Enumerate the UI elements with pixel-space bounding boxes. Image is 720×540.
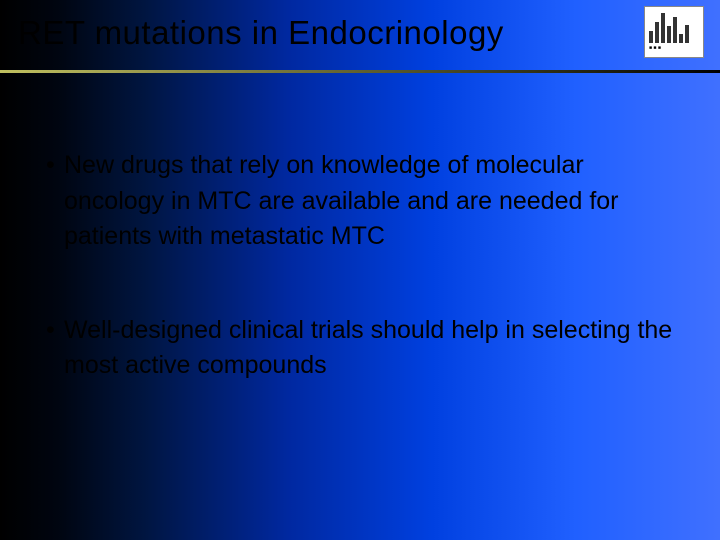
bullet-item: • Well-designed clinical trials should h… [46,313,680,384]
bullet-text: Well-designed clinical trials should hel… [64,313,680,384]
slide-title: RET mutations in Endocrinology [18,14,504,52]
title-underline [0,70,720,73]
bullet-text: New drugs that rely on knowledge of mole… [64,148,680,255]
bullet-marker: • [46,148,64,255]
slide-container: RET mutations in Endocrinology ■ ■ ■ • N… [0,0,720,540]
bullet-item: • New drugs that rely on knowledge of mo… [46,148,680,255]
logo-icon: ■ ■ ■ [644,6,704,58]
bullet-marker: • [46,313,64,384]
bullet-list: • New drugs that rely on knowledge of mo… [46,148,680,442]
